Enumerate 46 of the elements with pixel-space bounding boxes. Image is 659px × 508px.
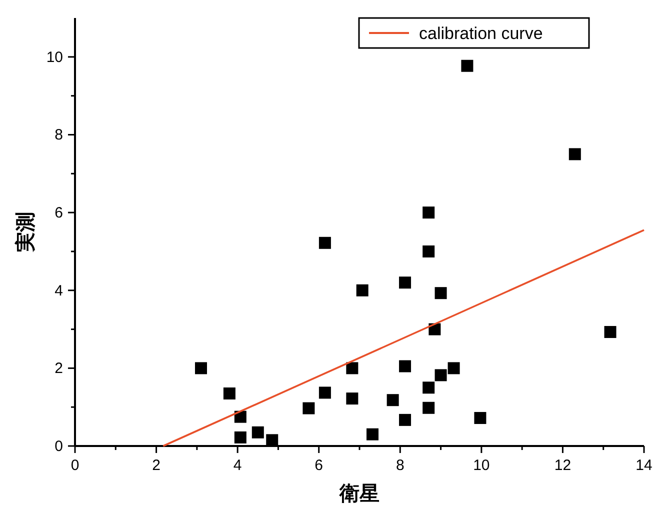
legend-label: calibration curve — [419, 24, 543, 43]
point — [356, 284, 368, 296]
y-axis-title: 実測 — [14, 212, 37, 253]
point — [422, 245, 435, 258]
point — [234, 431, 246, 444]
point — [461, 60, 474, 72]
x-tick-label: 2 — [152, 457, 160, 474]
point — [568, 148, 581, 160]
x-tick-label: 10 — [473, 457, 490, 474]
point — [234, 410, 246, 423]
point — [318, 236, 331, 249]
point — [434, 369, 447, 382]
y-tick-label: 2 — [54, 360, 63, 378]
x-tick-label: 14 — [636, 457, 652, 474]
point — [422, 206, 435, 219]
y-tick-label: 4 — [54, 282, 63, 300]
x-tick-label: 12 — [554, 457, 572, 474]
x-axis-title: 衛星 — [338, 483, 380, 505]
point — [252, 426, 264, 438]
point — [399, 414, 412, 426]
point — [318, 386, 331, 399]
point — [434, 287, 447, 300]
y-tick-label: 10 — [46, 48, 63, 66]
legend: calibration curve — [358, 17, 590, 49]
y-tick-label: 0 — [54, 438, 63, 455]
point — [399, 360, 412, 372]
x-tick-label: 8 — [396, 457, 404, 474]
point — [266, 434, 278, 446]
point — [604, 326, 616, 338]
point — [399, 276, 412, 289]
point — [474, 412, 486, 424]
x-tick-label: 4 — [233, 457, 242, 474]
x-tick-label: 6 — [314, 457, 324, 474]
point — [366, 428, 379, 440]
x-tick-label: 0 — [70, 457, 80, 474]
point — [346, 362, 358, 374]
y-tick-label: 8 — [54, 126, 63, 144]
y-tick-label: 6 — [54, 204, 63, 222]
point — [302, 402, 315, 414]
point — [194, 362, 207, 374]
point — [346, 392, 358, 405]
point — [422, 382, 435, 394]
point — [223, 387, 236, 400]
point — [386, 394, 399, 406]
point — [448, 362, 460, 374]
point — [422, 402, 435, 414]
